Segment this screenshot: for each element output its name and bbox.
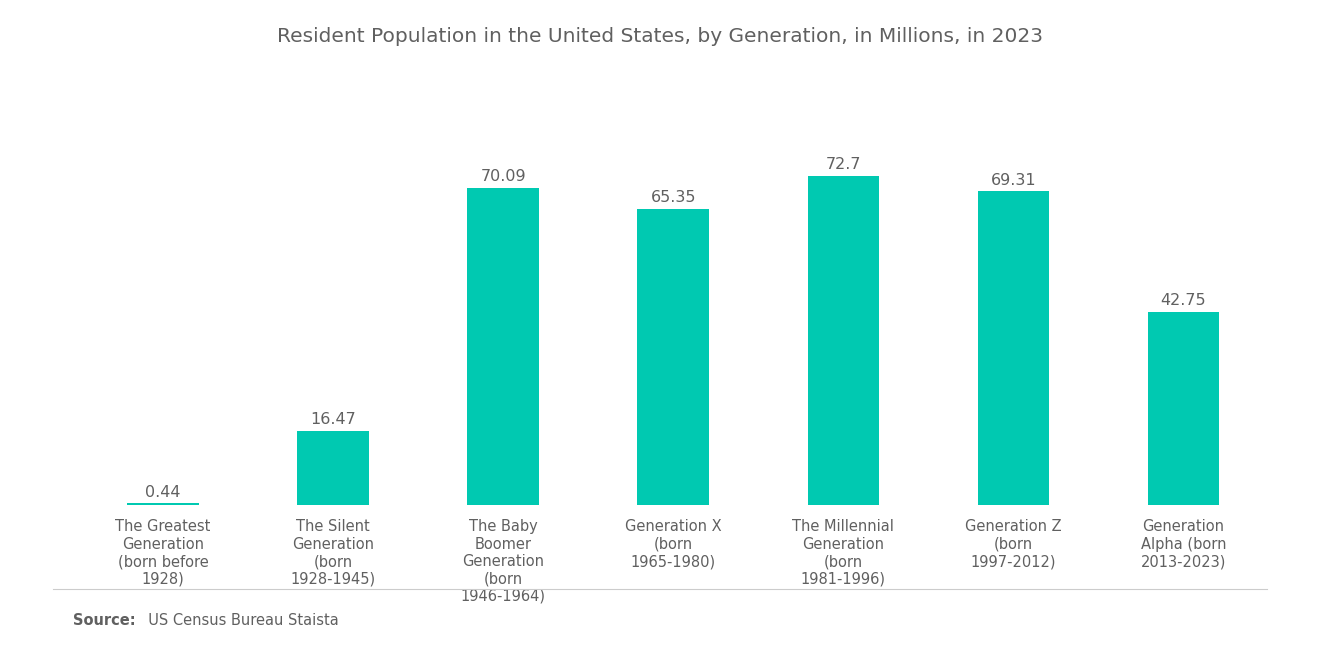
Bar xyxy=(638,209,709,505)
Text: 42.75: 42.75 xyxy=(1160,293,1206,308)
Text: 16.47: 16.47 xyxy=(310,412,356,427)
Bar xyxy=(978,191,1049,505)
Text: 72.7: 72.7 xyxy=(825,157,861,172)
Bar xyxy=(127,503,198,505)
Text: Source:: Source: xyxy=(73,613,135,628)
Bar xyxy=(808,176,879,505)
Text: US Census Bureau Staista: US Census Bureau Staista xyxy=(139,613,338,628)
Text: 0.44: 0.44 xyxy=(145,485,181,500)
Text: 69.31: 69.31 xyxy=(990,172,1036,188)
Bar xyxy=(297,431,368,505)
Bar xyxy=(1148,312,1220,505)
Bar xyxy=(467,188,539,505)
Text: 70.09: 70.09 xyxy=(480,169,525,184)
Text: Resident Population in the United States, by Generation, in Millions, in 2023: Resident Population in the United States… xyxy=(277,27,1043,46)
Text: 65.35: 65.35 xyxy=(651,190,696,205)
